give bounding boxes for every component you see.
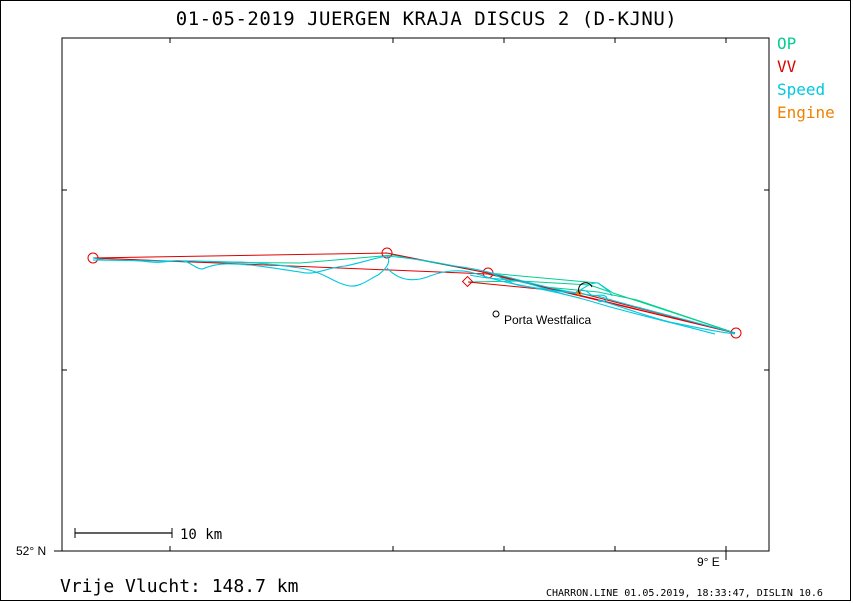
distance-readout: Vrije Vlucht: 148.7 km xyxy=(60,576,299,597)
flight-title: 01-05-2019 JUERGEN KRAJA DISCUS 2 (D-KJN… xyxy=(175,8,678,30)
lon-label: 9° E xyxy=(697,555,720,569)
place-icon xyxy=(492,310,500,318)
legend-speed: Speed xyxy=(777,80,826,99)
place-marker: Porta Westfalica xyxy=(492,310,591,327)
legend-vv: VV xyxy=(777,57,797,76)
flight-trace xyxy=(92,255,736,335)
turnpoint-marker xyxy=(381,247,393,259)
turnpoint-marker xyxy=(730,327,742,339)
plot-frame xyxy=(61,37,770,552)
legend-op: OP xyxy=(777,34,797,53)
start-marker xyxy=(461,275,474,288)
credit-line: CHARRON.LINE 01.05.2019, 18:33:47, DISLI… xyxy=(546,588,823,599)
scale-bar-label: 10 km xyxy=(180,527,222,543)
turnpoint-marker xyxy=(87,252,99,264)
scale-bar: 10 km xyxy=(74,527,222,543)
legend-engine: Engine xyxy=(777,103,835,122)
place-label: Porta Westfalica xyxy=(504,313,591,327)
thermal-arc xyxy=(578,282,593,295)
op-route xyxy=(92,254,736,334)
lat-label: 52° N xyxy=(16,544,46,558)
